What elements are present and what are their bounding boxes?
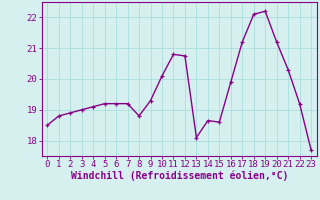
- X-axis label: Windchill (Refroidissement éolien,°C): Windchill (Refroidissement éolien,°C): [70, 171, 288, 181]
